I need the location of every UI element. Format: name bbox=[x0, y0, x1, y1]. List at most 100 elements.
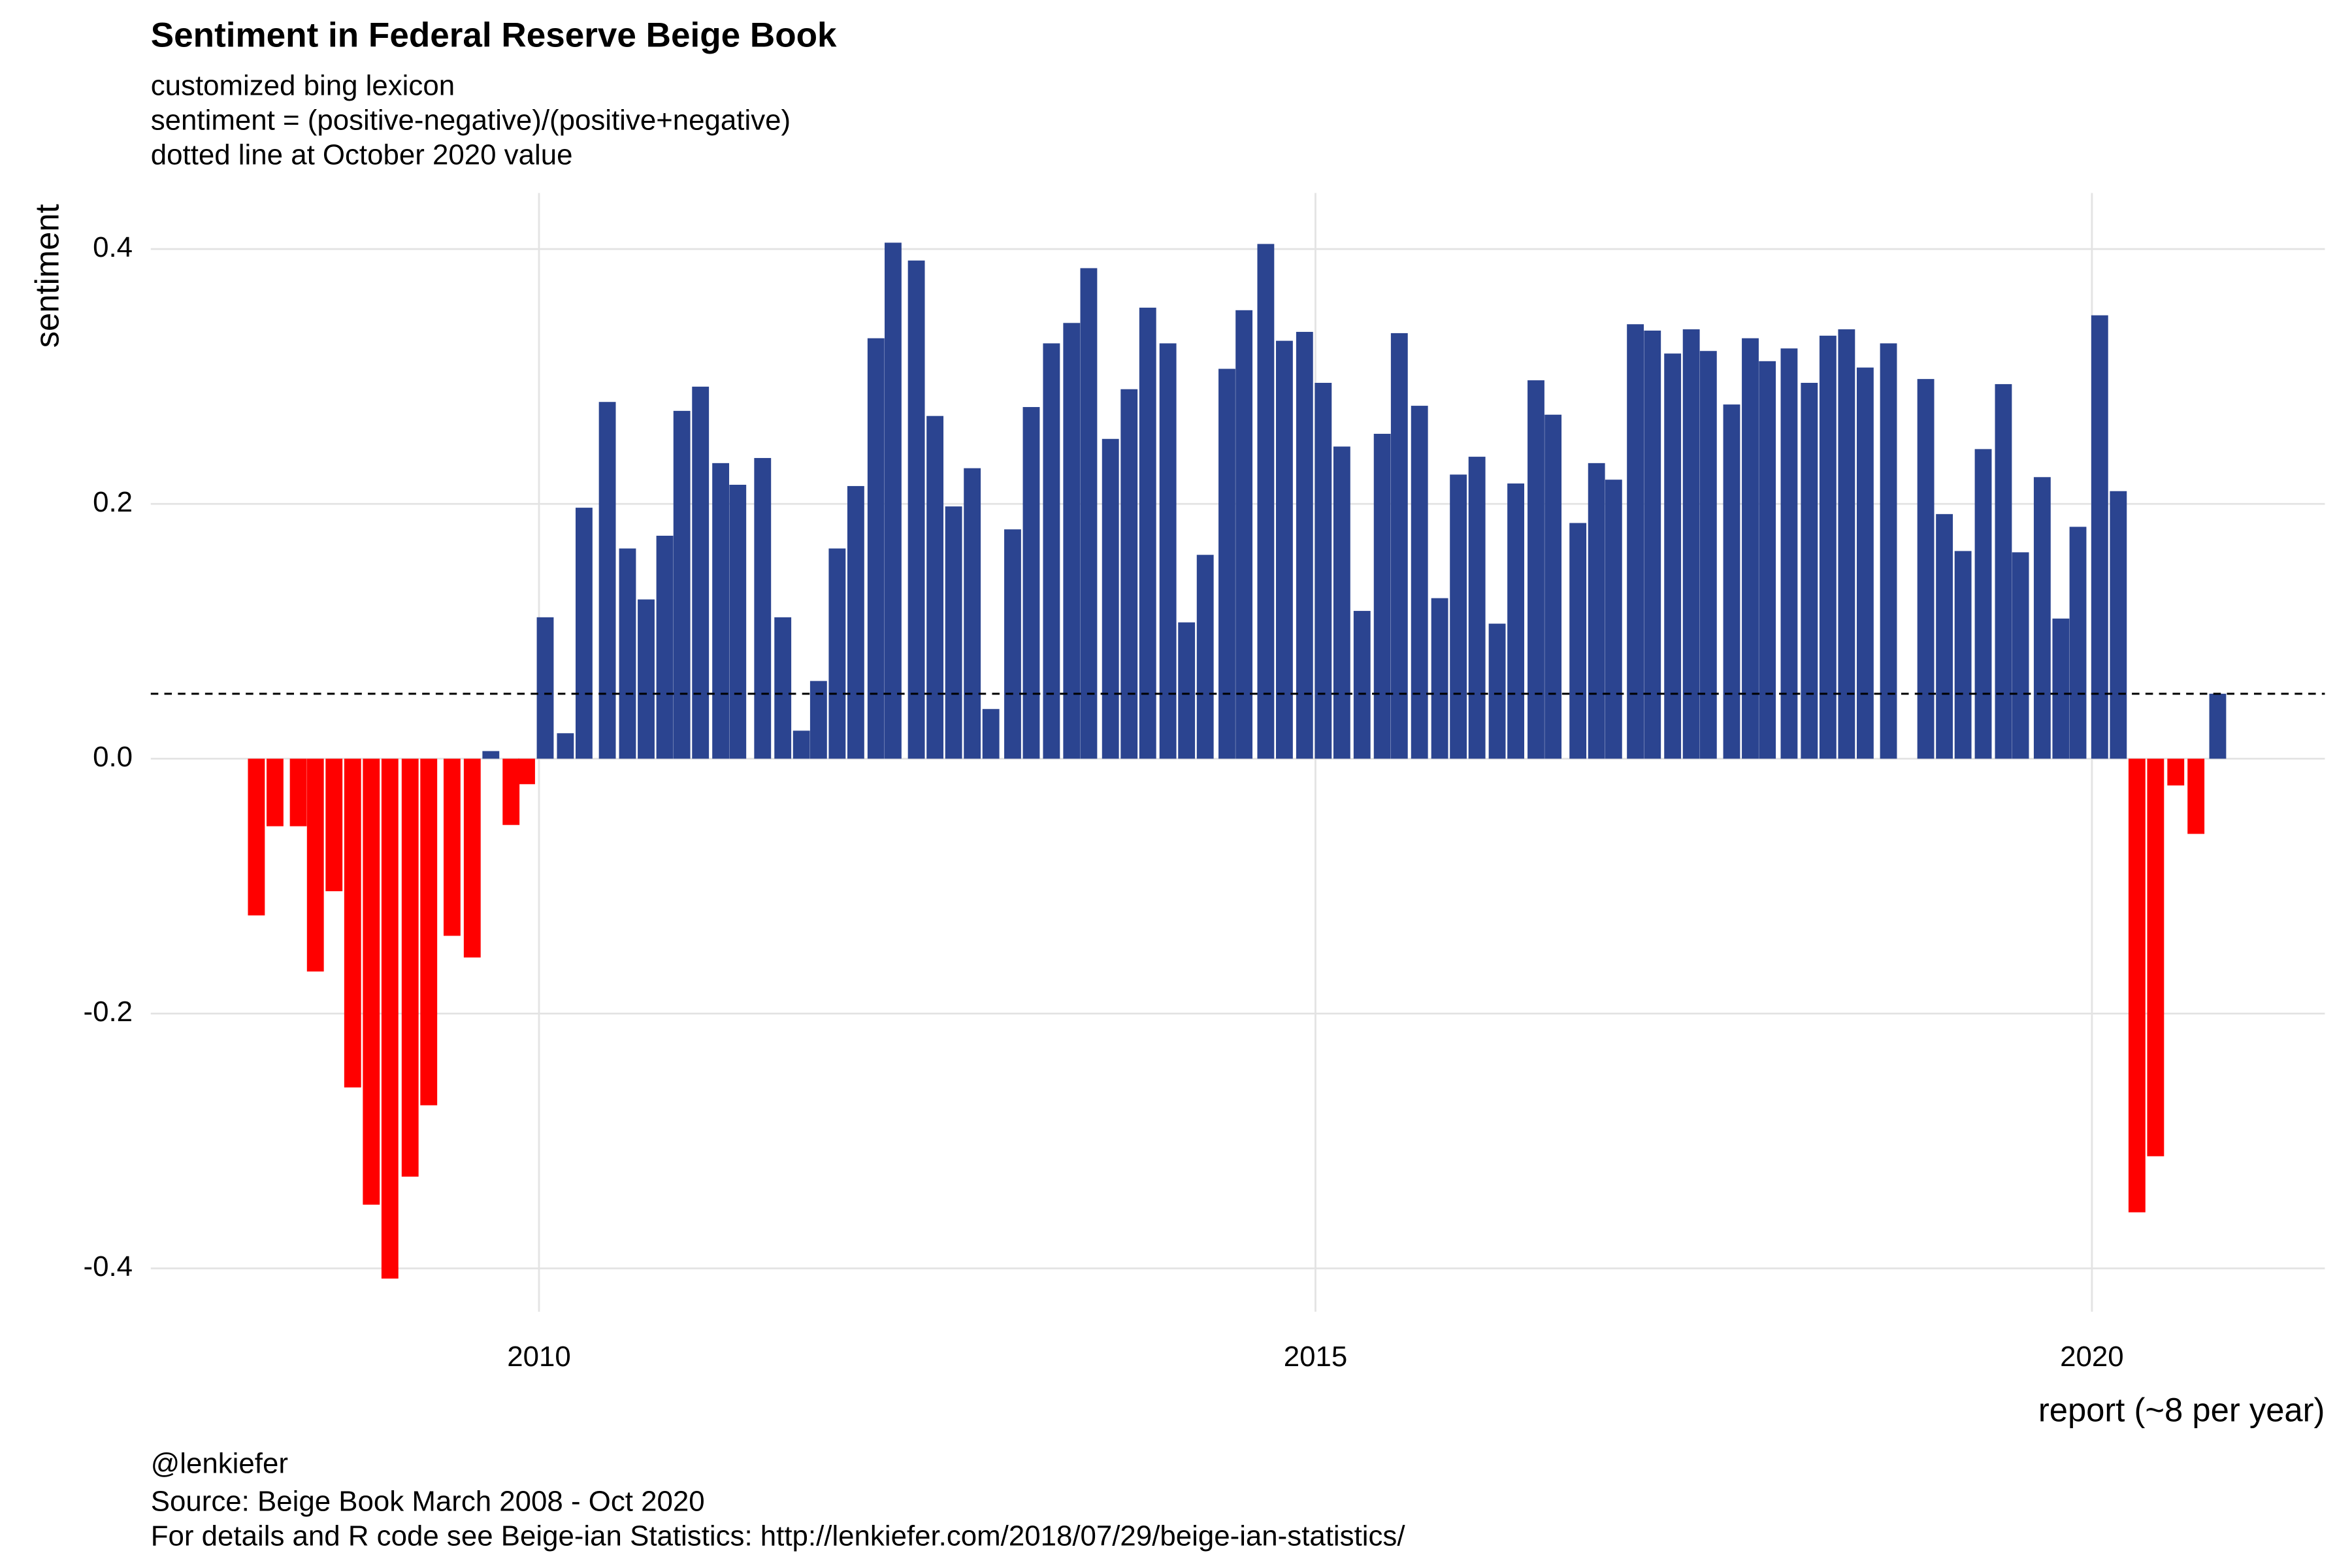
bar bbox=[306, 759, 324, 972]
bar bbox=[1468, 457, 1486, 759]
bar bbox=[1257, 244, 1275, 759]
bar bbox=[1627, 324, 1644, 759]
bar bbox=[1917, 379, 1935, 759]
subtitle: sentiment = (positive-negative)/(positiv… bbox=[151, 105, 791, 137]
y-tick-label: -0.2 bbox=[84, 996, 133, 1028]
bar bbox=[344, 759, 361, 1088]
bar bbox=[536, 617, 554, 759]
bar bbox=[1276, 340, 1293, 759]
bar bbox=[1995, 384, 2012, 759]
bar bbox=[754, 458, 772, 759]
bar bbox=[267, 759, 284, 826]
bar bbox=[1856, 367, 1874, 759]
bar bbox=[363, 759, 380, 1205]
bar bbox=[712, 463, 730, 759]
bar bbox=[926, 416, 944, 759]
bar bbox=[1431, 598, 1448, 759]
bar bbox=[2091, 315, 2108, 759]
bar bbox=[828, 548, 846, 759]
bar bbox=[518, 759, 535, 785]
bar bbox=[1196, 555, 1214, 759]
bar bbox=[2167, 759, 2185, 786]
bar bbox=[248, 759, 265, 916]
caption: Source: Beige Book March 2008 - Oct 2020 bbox=[151, 1485, 705, 1517]
bar bbox=[2110, 491, 2127, 759]
bar bbox=[1296, 331, 1313, 759]
bar bbox=[381, 759, 399, 1279]
bar bbox=[289, 759, 307, 826]
bar bbox=[1218, 368, 1235, 759]
bar bbox=[1159, 343, 1177, 759]
bar bbox=[1569, 523, 1587, 759]
y-tick-label: 0.0 bbox=[93, 741, 133, 773]
bar bbox=[774, 617, 792, 759]
y-tick-label: 0.4 bbox=[93, 231, 133, 263]
bar bbox=[598, 402, 616, 759]
bar bbox=[1450, 474, 1467, 759]
bar bbox=[2209, 693, 2227, 759]
bar bbox=[2052, 618, 2070, 759]
bar bbox=[1801, 382, 1818, 759]
bar bbox=[1043, 343, 1060, 759]
x-tick-label: 2010 bbox=[507, 1341, 571, 1373]
bar bbox=[325, 759, 343, 892]
bar bbox=[1723, 404, 1740, 759]
bar bbox=[1178, 622, 1196, 759]
bar bbox=[420, 759, 438, 1105]
bar bbox=[1605, 480, 1622, 759]
bar bbox=[847, 485, 864, 759]
bar bbox=[1004, 529, 1021, 759]
bar bbox=[2187, 759, 2205, 834]
bar bbox=[463, 759, 481, 958]
bar bbox=[1974, 449, 1992, 759]
bar bbox=[1120, 389, 1138, 759]
bar bbox=[1139, 307, 1156, 759]
bar bbox=[1390, 333, 1408, 759]
bar bbox=[1315, 382, 1332, 759]
bar bbox=[1759, 361, 1776, 759]
bar bbox=[1644, 331, 1661, 759]
bar bbox=[1664, 353, 1682, 759]
bar bbox=[482, 751, 500, 759]
bar bbox=[867, 338, 885, 759]
bar bbox=[1544, 414, 1562, 759]
bar bbox=[1333, 446, 1350, 759]
bar bbox=[692, 386, 710, 759]
chart-title: Sentiment in Federal Reserve Beige Book bbox=[151, 16, 837, 55]
bar bbox=[1699, 351, 1717, 759]
bar bbox=[809, 681, 827, 759]
bar bbox=[2033, 477, 2051, 759]
bar bbox=[2069, 527, 2087, 759]
bar bbox=[1353, 611, 1371, 759]
bar bbox=[1954, 551, 1972, 759]
bar bbox=[1373, 433, 1391, 759]
bar bbox=[2012, 552, 2029, 759]
bar bbox=[1411, 406, 1428, 759]
bar bbox=[2128, 759, 2146, 1213]
bar bbox=[557, 733, 574, 759]
subtitle: customized bing lexicon bbox=[151, 69, 455, 101]
bar bbox=[401, 759, 419, 1177]
bar bbox=[1682, 329, 1700, 759]
bar bbox=[1080, 268, 1098, 759]
y-tick-label: -0.4 bbox=[84, 1250, 133, 1282]
x-axis-label: report (~8 per year) bbox=[2038, 1392, 2325, 1429]
bar bbox=[1235, 310, 1253, 759]
bar bbox=[1588, 463, 1605, 759]
bar bbox=[885, 242, 902, 759]
bar bbox=[1507, 483, 1525, 759]
bar bbox=[1742, 338, 1759, 759]
bar bbox=[1063, 323, 1081, 759]
bar bbox=[1880, 343, 1897, 759]
bar bbox=[502, 759, 520, 825]
bar bbox=[638, 599, 655, 759]
bar bbox=[656, 535, 674, 759]
bar bbox=[619, 548, 636, 759]
bar bbox=[443, 759, 461, 936]
bar bbox=[982, 709, 1000, 759]
bar bbox=[907, 260, 925, 759]
bar bbox=[1022, 407, 1040, 759]
bar bbox=[1780, 348, 1798, 759]
